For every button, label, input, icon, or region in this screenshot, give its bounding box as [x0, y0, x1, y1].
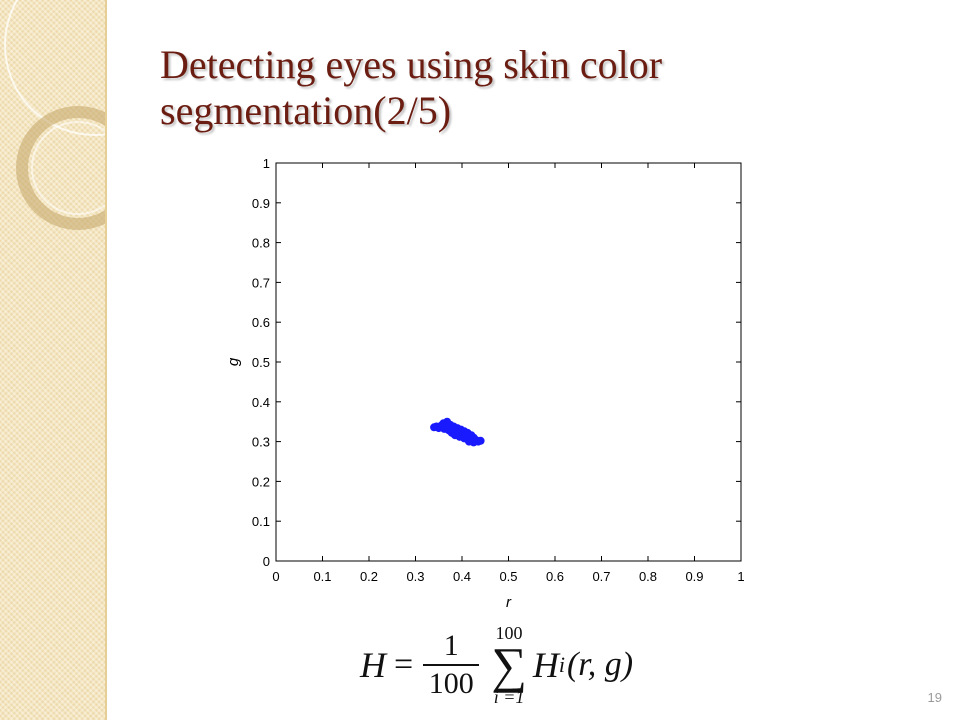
x-tick-label: 0.6 — [546, 569, 564, 584]
y-tick-label: 0.2 — [252, 474, 270, 489]
plot-area — [275, 162, 742, 562]
y-axis-label: g — [225, 357, 242, 366]
x-tick-label: 0 — [272, 569, 279, 584]
y-tick-label: 0.4 — [252, 395, 270, 410]
y-tick-label: 0.8 — [252, 236, 270, 251]
sum-upper-limit: 100 — [495, 623, 523, 643]
scatter-chart: 0 0.1 0.2 0.3 0.4 0.5 0.6 0.7 0.8 0.9 1 0 0.1 0.2 0.3 0… — [220, 150, 760, 625]
x-tick-label: 0.7 — [592, 569, 610, 584]
histogram-formula: H = 1 100 100 ∑ i =1 H i (r, g) — [360, 622, 660, 708]
formula-lhs: H — [360, 645, 386, 685]
y-tick-label: 1 — [263, 156, 270, 171]
y-tick-label: 0.9 — [252, 196, 270, 211]
y-tick-label: 0 — [263, 554, 270, 569]
sigma-symbol: ∑ — [491, 637, 527, 693]
x-tick-label: 0.4 — [453, 569, 471, 584]
y-tick-label: 0.6 — [252, 315, 270, 330]
y-tick-label: 0.1 — [252, 514, 270, 529]
y-tick-label: 0.5 — [252, 355, 270, 370]
x-tick-label: 0.9 — [685, 569, 703, 584]
formula-term-args: (r, g) — [566, 646, 634, 683]
data-point — [469, 438, 478, 447]
fraction-numerator: 1 — [443, 629, 459, 662]
fraction-bar — [423, 664, 480, 666]
data-point — [462, 429, 471, 438]
slide-title: Detecting eyes using skin color segmenta… — [160, 42, 663, 133]
sum-lower-limit: i =1 — [493, 687, 525, 707]
data-point — [444, 425, 453, 434]
decorative-side-panel — [0, 0, 107, 720]
x-axis-label: r — [506, 594, 512, 611]
x-tick-label: 0.1 — [313, 569, 331, 584]
y-tick-label: 0.7 — [252, 275, 270, 290]
fraction-denominator: 100 — [428, 667, 474, 700]
formula-term-subscript: i — [558, 652, 565, 677]
summation: 100 ∑ i =1 — [491, 624, 527, 706]
y-tick-label: 0.3 — [252, 435, 270, 450]
decorative-circles — [4, 0, 105, 230]
formula-term: H — [532, 645, 559, 685]
formula-fraction: 1 100 — [423, 629, 480, 700]
x-tick-label: 0.5 — [499, 569, 517, 584]
data-point — [453, 426, 462, 435]
formula-equals: = — [394, 646, 414, 683]
page-number: 19 — [927, 690, 942, 705]
x-tick-label: 0.2 — [360, 569, 378, 584]
x-tick-label: 0.8 — [639, 569, 657, 584]
chart-svg: 0 0.1 0.2 0.3 0.4 0.5 0.6 0.7 0.8 0.9 1 0 0.1 0.2 0.3 0… — [225, 156, 745, 611]
x-tick-label: 0.3 — [406, 569, 424, 584]
data-point — [476, 436, 485, 445]
x-tick-label: 1 — [737, 569, 744, 584]
